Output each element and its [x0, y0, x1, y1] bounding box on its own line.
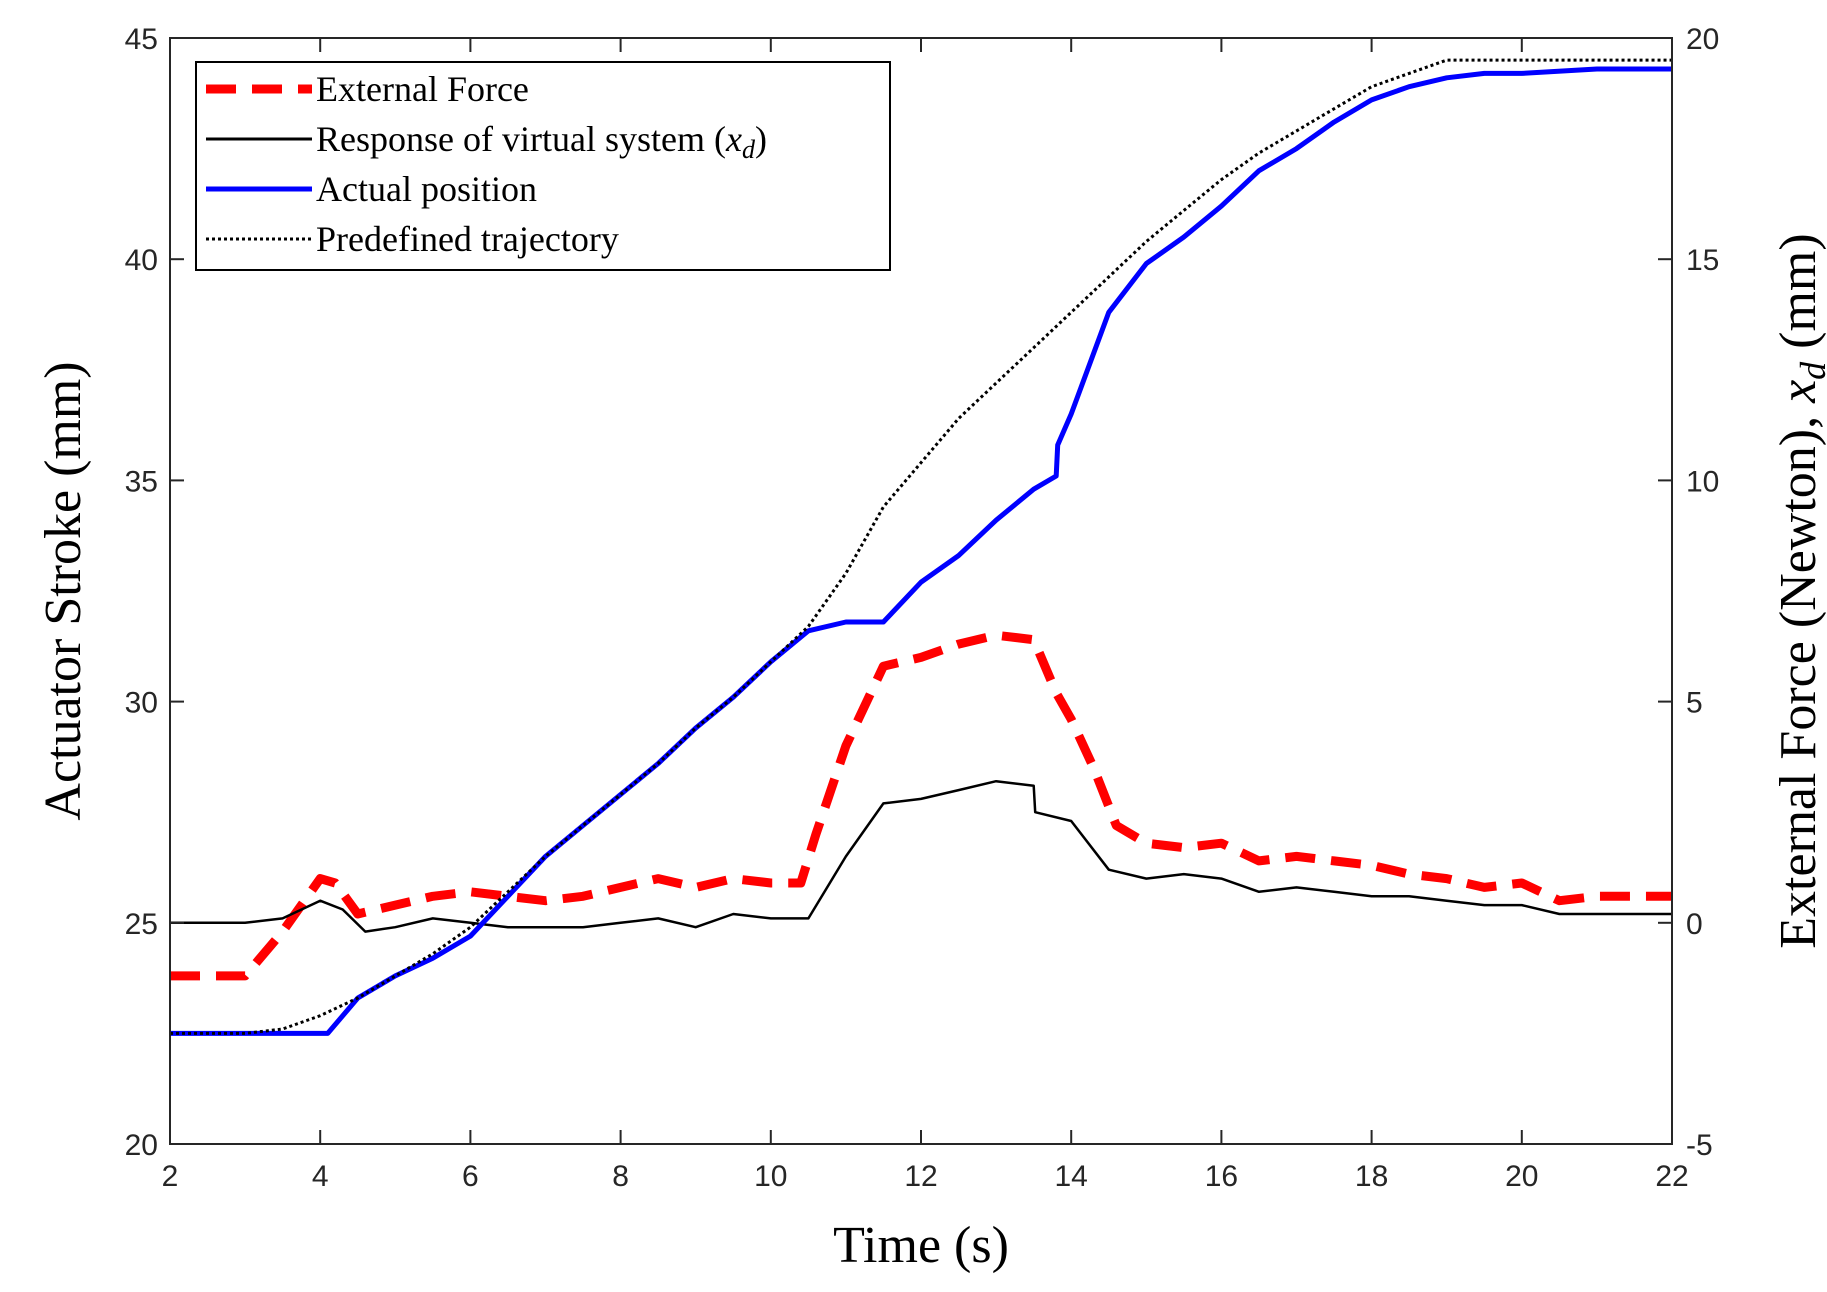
x-tick-label: 10: [754, 1160, 787, 1193]
series-line-external-force: [170, 630, 1672, 981]
series-line-actual-position: [170, 66, 1672, 1036]
x-axis-label: Time (s): [833, 1217, 1009, 1274]
y-right-tick-label: -5: [1686, 1129, 1713, 1162]
legend-label-virtual-response-var: x: [725, 119, 742, 159]
y-axis-right-label-text: External Force (Newton),: [1770, 403, 1827, 949]
y-right-tick-label: 20: [1686, 23, 1719, 56]
y-right-tick-label: 10: [1686, 465, 1719, 498]
legend: External Force Response of virtual syste…: [195, 61, 891, 271]
y-axis-right-label: External Force (Newton), xd (mm): [1770, 233, 1827, 948]
y-left-tick-label: 20: [125, 1129, 158, 1162]
x-tick-label: 20: [1505, 1160, 1538, 1193]
y-left-tick-label: 40: [125, 244, 158, 277]
legend-label-virtual-response: Response of virtual system (xd): [316, 119, 767, 164]
series-layer: [170, 58, 1672, 1036]
y-left-tick-label: 45: [125, 23, 158, 56]
x-tick-label: 18: [1355, 1160, 1388, 1193]
x-tick-label: 14: [1055, 1160, 1088, 1193]
y-right-tick-label: 0: [1686, 908, 1703, 941]
y-left-tick-label: 35: [125, 465, 158, 498]
y-axis-left-label: Actuator Stroke (mm): [35, 361, 92, 820]
y-left-tick-label: 25: [125, 908, 158, 941]
legend-label-actual-position: Actual position: [316, 169, 537, 209]
y-right-tick-label: 5: [1686, 687, 1703, 720]
legend-label-external-force: External Force: [316, 69, 529, 109]
series-line-predefined-trajectory: [170, 58, 1672, 1035]
y-axis-right-label-unit: (mm): [1770, 233, 1827, 362]
y-right-tick-label: 15: [1686, 244, 1719, 277]
x-tick-label: 16: [1205, 1160, 1238, 1193]
x-tick-label: 4: [312, 1160, 329, 1193]
x-tick-label: 2: [162, 1160, 179, 1193]
x-tick-label: 8: [612, 1160, 629, 1193]
series-line-response-of-virtual-system-x-d: [170, 779, 1672, 933]
y-axis-right-label-sub: d: [1793, 361, 1827, 380]
x-tick-label: 22: [1655, 1160, 1688, 1193]
legend-label-virtual-response-text: Response of virtual system (: [316, 119, 726, 159]
legend-label-virtual-response-sub: d: [742, 135, 756, 164]
legend-box: [195, 61, 891, 271]
legend-label-virtual-response-close: ): [755, 119, 767, 159]
x-tick-label: 6: [462, 1160, 479, 1193]
y-axis-right-label-var: x: [1770, 380, 1827, 404]
x-tick-label: 12: [904, 1160, 937, 1193]
legend-label-predefined-trajectory: Predefined trajectory: [316, 219, 619, 259]
ticks-layer: 2 4 6 8 10 12 14 16 18 20 22 20 25 30 35 40 45 -5 0 5 10 15 20: [125, 23, 1720, 1193]
y-left-tick-label: 30: [125, 687, 158, 720]
